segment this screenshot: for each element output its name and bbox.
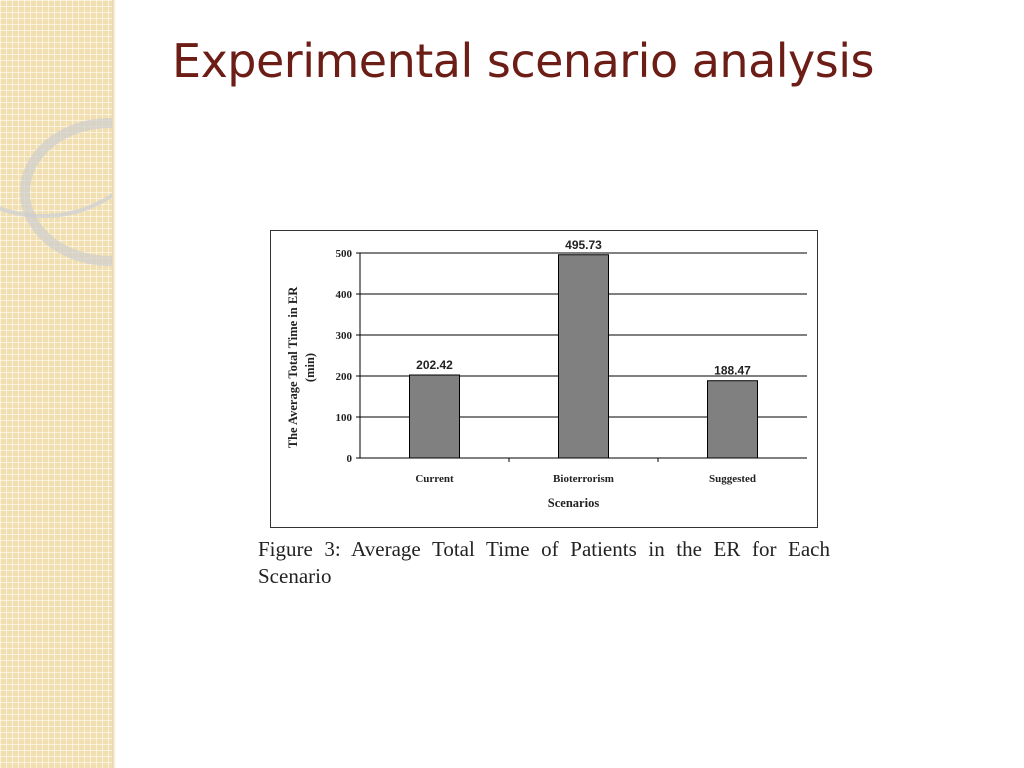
y-tick-label: 300 — [336, 330, 353, 342]
x-tick-label: Current — [415, 473, 454, 485]
bar — [558, 254, 609, 459]
data-label: 202.42 — [416, 358, 453, 372]
y-tick-label: 100 — [336, 412, 353, 424]
data-label: 495.73 — [565, 238, 602, 252]
figure-caption: Figure 3: Average Total Time of Patients… — [258, 537, 830, 588]
side-band-edge — [112, 0, 116, 768]
y-tick-label: 400 — [336, 289, 353, 301]
y-tick-label: 0 — [347, 453, 353, 465]
decorative-side-band — [0, 0, 112, 768]
bar — [409, 374, 460, 459]
y-axis-label: (min) — [303, 353, 317, 382]
x-axis-label: Scenarios — [548, 496, 600, 510]
y-tick-label: 200 — [336, 371, 353, 383]
y-axis-label: The Average Total Time in ER — [286, 286, 300, 448]
chart-figure: 0 100 200 300 400 500 202.42 Current 495.73 Biote… — [270, 230, 818, 528]
bar — [707, 380, 758, 459]
x-tick-label: Suggested — [709, 473, 756, 485]
bar-chart: 0 100 200 300 400 500 202.42 Current 495.73 Biote… — [286, 238, 807, 510]
slide-title: Experimental scenario analysis — [172, 34, 874, 88]
y-tick-label: 500 — [336, 248, 353, 260]
x-tick-label: Bioterrorism — [553, 473, 614, 485]
data-label: 188.47 — [714, 364, 751, 378]
